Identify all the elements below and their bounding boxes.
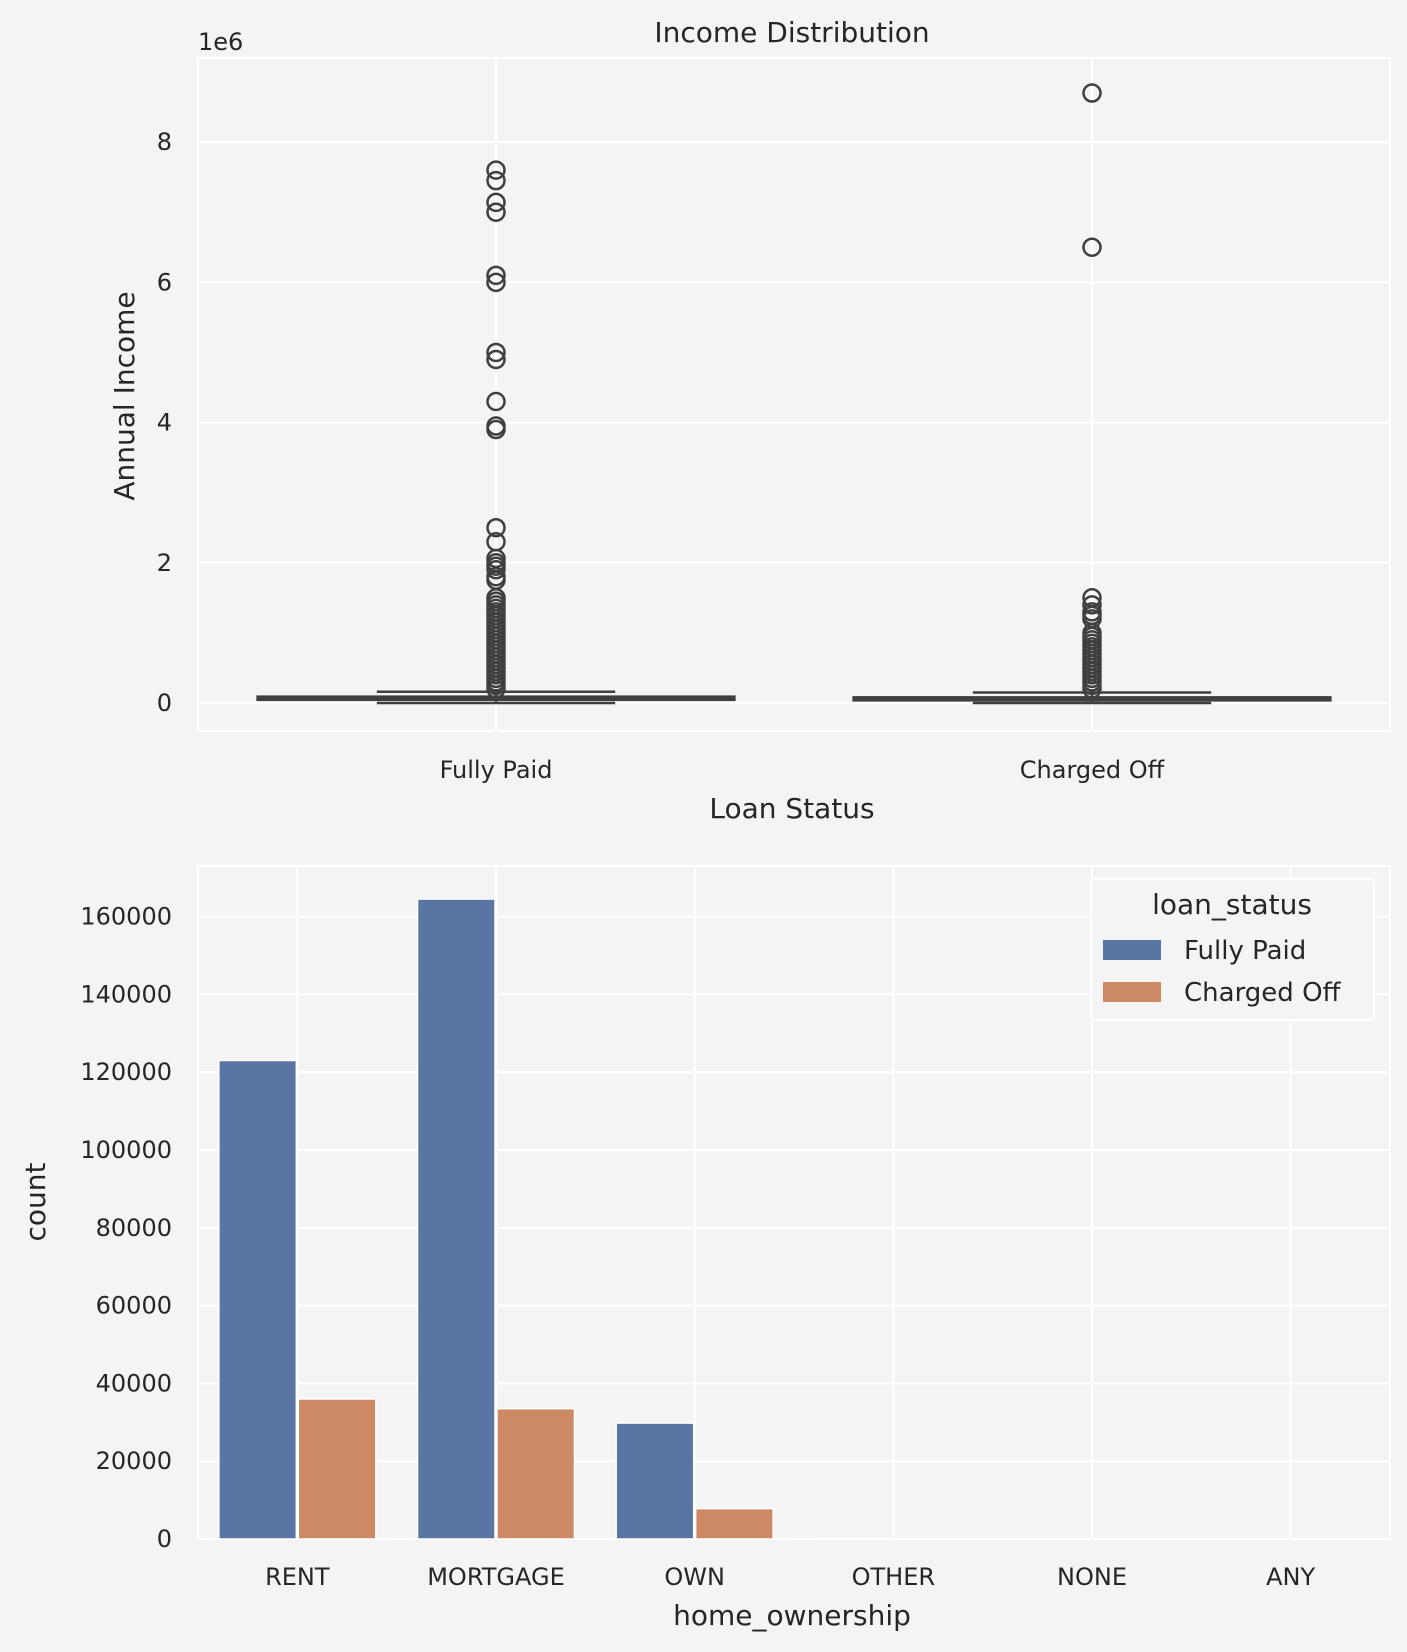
- bar-own-fully-paid: [615, 1422, 695, 1540]
- y-tick-label-4: 4: [157, 409, 172, 437]
- outlier-point: [486, 349, 506, 370]
- legend-title: loan_status: [1152, 888, 1312, 921]
- legend-label-charged-off: Charged Off: [1184, 978, 1342, 1008]
- chart-title: Income Distribution: [654, 16, 929, 49]
- legend-swatch-charged-off: [1103, 982, 1161, 1002]
- x-tick-label-own: OWN: [664, 1563, 725, 1591]
- y-tick-label-bar-160000: 160000: [80, 903, 172, 931]
- x-tick-label-any: ANY: [1266, 1563, 1315, 1591]
- y-tick-label-8: 8: [157, 128, 172, 156]
- legend-label-fully-paid: Fully Paid: [1184, 936, 1306, 966]
- outlier-point: [486, 192, 506, 213]
- income-boxplot: Income Distribution 1e6 Loan Status Annu…: [108, 16, 1391, 825]
- outlier-point: [486, 272, 506, 293]
- outlier-point: [486, 160, 506, 180]
- y-tick-label-bar-40000: 40000: [96, 1369, 172, 1397]
- y-tick-label-bar-100000: 100000: [80, 1136, 172, 1164]
- outlier-point: [486, 265, 506, 286]
- y-offset-label: 1e6: [198, 28, 243, 56]
- outlier-point: [486, 419, 506, 440]
- y-axis-label-bar: count: [19, 1162, 52, 1241]
- y-tick-label-2: 2: [157, 549, 172, 577]
- x-tick-label-charged-off: Charged Off: [1020, 756, 1165, 784]
- y-tick-label-bar-120000: 120000: [80, 1058, 172, 1086]
- bar-mortgage-fully-paid: [416, 898, 496, 1540]
- legend: loan_status Fully Paid Charged Off: [1090, 878, 1375, 1021]
- y-tick-label-bar-60000: 60000: [96, 1292, 172, 1320]
- legend-swatch-fully-paid: [1103, 940, 1161, 960]
- bar-own-charged-off: [694, 1507, 774, 1540]
- box-charged-off: [852, 83, 1332, 705]
- outlier-point: [486, 391, 506, 412]
- outlier-point: [1082, 83, 1102, 103]
- x-tick-label-fully-paid: Fully Paid: [440, 756, 553, 784]
- x-tick-label-other: OTHER: [852, 1563, 935, 1591]
- outlier-point: [1082, 679, 1102, 699]
- outlier-point: [1082, 595, 1102, 615]
- outlier-point: [1082, 237, 1102, 258]
- outlier-point: [486, 517, 506, 538]
- outlier-point: [486, 342, 506, 363]
- legend-frame: [1090, 878, 1375, 1021]
- x-axis-label: Loan Status: [709, 792, 874, 825]
- bar-rent-charged-off: [297, 1398, 377, 1540]
- outlier-point: [486, 560, 506, 580]
- plot-area: [197, 57, 1391, 732]
- y-tick-label-bar-140000: 140000: [80, 980, 172, 1008]
- outlier-point: [486, 679, 506, 699]
- x-tick-label-rent: RENT: [265, 1563, 330, 1591]
- x-tick-label-none: NONE: [1057, 1563, 1127, 1591]
- outlier-point: [486, 202, 506, 222]
- y-tick-label-6: 6: [157, 268, 172, 296]
- x-axis-label-bar: home_ownership: [673, 1599, 911, 1632]
- y-axis-label: Annual Income: [108, 291, 141, 500]
- bar-mortgage-charged-off: [496, 1407, 576, 1540]
- outlier-point: [486, 170, 506, 191]
- box-fully-paid: [256, 160, 736, 705]
- y-tick-label-0: 0: [157, 689, 172, 717]
- x-tick-label-mortgage: MORTGAGE: [427, 1563, 565, 1591]
- y-tick-label-bar-0: 0: [157, 1525, 172, 1553]
- bar-rent-fully-paid: [218, 1059, 298, 1540]
- y-tick-label-bar-20000: 20000: [96, 1447, 172, 1475]
- y-tick-label-bar-80000: 80000: [96, 1214, 172, 1242]
